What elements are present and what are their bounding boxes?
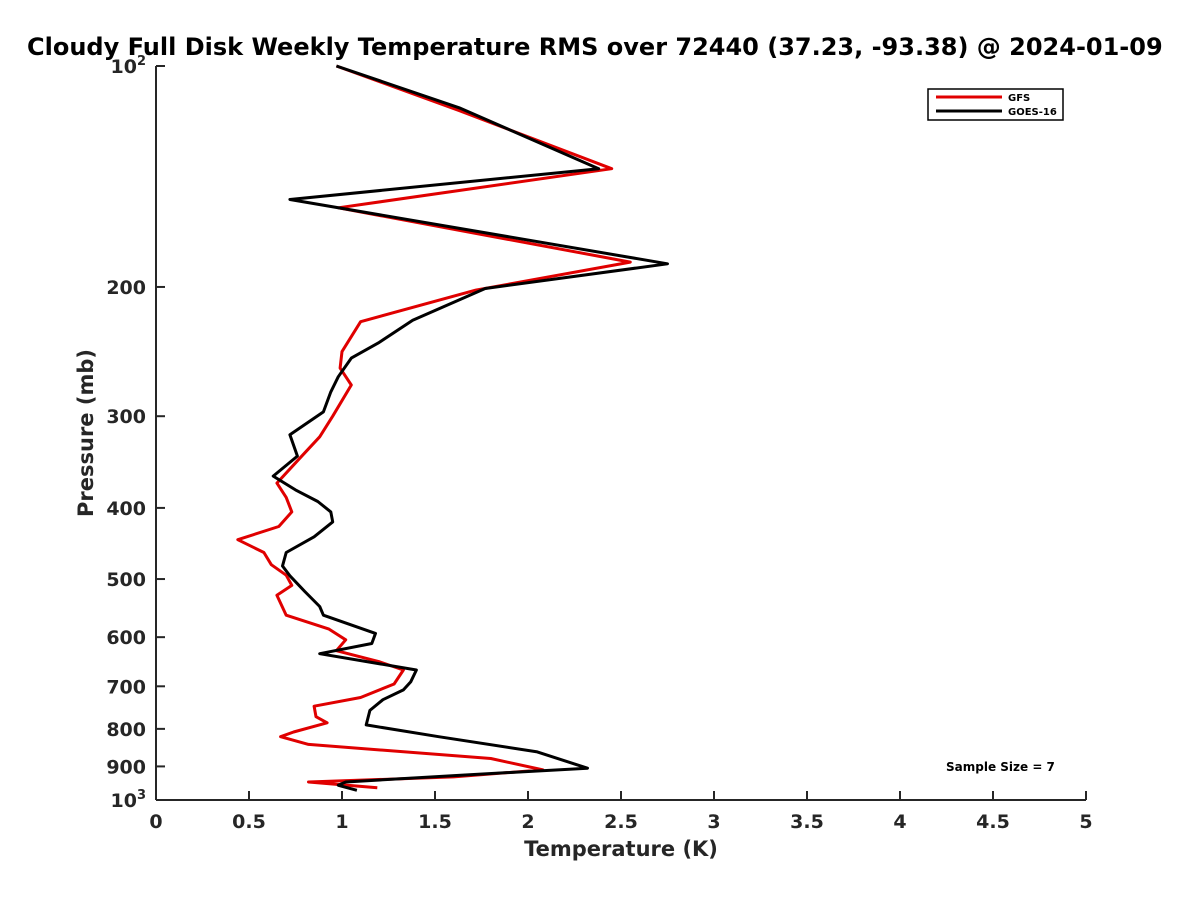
- y-tick-label: 500: [106, 569, 146, 591]
- x-tick-label: 5: [1079, 811, 1092, 833]
- y-tick-label: 300: [106, 406, 146, 428]
- sample-size-annotation: Sample Size = 7: [946, 760, 1055, 774]
- legend: GFS GOES-16: [927, 88, 1064, 121]
- x-ticks: 0 0.5 1 1.5 2 2.5 3 3.5 4 4.5 5: [149, 791, 1093, 833]
- legend-box: [927, 88, 1064, 121]
- y-tick-label: 900: [106, 756, 146, 778]
- series-line-gfs: [236, 64, 632, 790]
- legend-label-gfs: GFS: [1008, 93, 1030, 104]
- x-tick-label: 3.5: [790, 811, 824, 833]
- x-tick-label: 4: [893, 811, 906, 833]
- y-tick-label: 600: [106, 627, 146, 649]
- x-tick-label: 0: [149, 811, 162, 833]
- x-tick-label: 3: [707, 811, 720, 833]
- y-axis-label: Pressure (mb): [74, 349, 98, 517]
- y-tick-label: 102: [111, 54, 147, 78]
- x-axis-label: Temperature (K): [524, 837, 718, 861]
- y-tick-label: 200: [106, 277, 146, 299]
- y-tick-label: 103: [111, 788, 147, 812]
- axes: [155, 66, 1086, 801]
- x-tick-label: 2: [521, 811, 534, 833]
- chart-title: Cloudy Full Disk Weekly Temperature RMS …: [27, 33, 1163, 61]
- y-tick-label: 400: [106, 498, 146, 520]
- x-tick-label: 0.5: [232, 811, 266, 833]
- series-line-goes-16: [271, 64, 669, 792]
- x-tick-label: 1: [335, 811, 348, 833]
- y-tick-label: 700: [106, 676, 146, 698]
- y-ticks: 102 200 300 400 500 600 700 800 900 103: [106, 54, 165, 812]
- x-tick-label: 4.5: [976, 811, 1010, 833]
- x-tick-label: 1.5: [418, 811, 452, 833]
- legend-label-goes-16: GOES-16: [1008, 107, 1057, 118]
- x-tick-label: 2.5: [604, 811, 638, 833]
- series-layer: [236, 64, 669, 792]
- y-tick-label: 800: [106, 719, 146, 741]
